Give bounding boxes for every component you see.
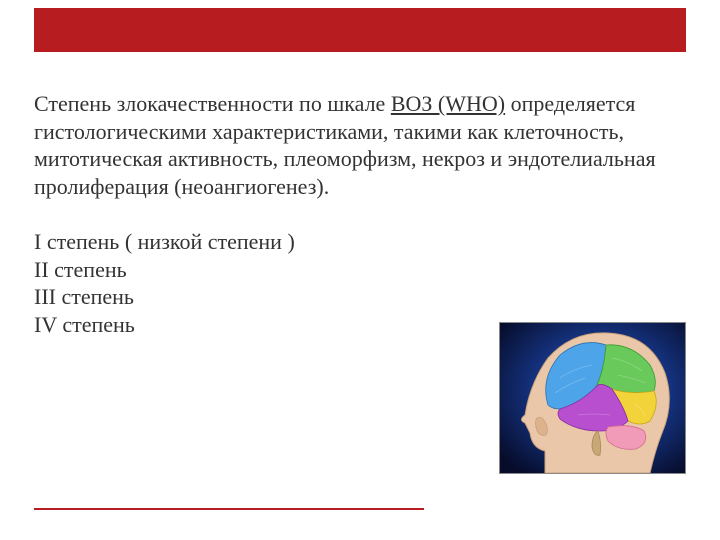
paragraph-pre: Степень злокачественности по шкале (34, 91, 391, 116)
level-item: I степень ( низкой степени ) (34, 228, 686, 256)
level-item: III степень (34, 283, 686, 311)
content-block: Степень злокачественности по шкале ВОЗ (… (34, 90, 686, 338)
slide: Степень злокачественности по шкале ВОЗ (… (0, 0, 720, 540)
paragraph-underlined: ВОЗ (WHO) (391, 91, 505, 116)
brain-illustration-icon (500, 323, 685, 473)
level-item: II степень (34, 256, 686, 284)
main-paragraph: Степень злокачественности по шкале ВОЗ (… (34, 90, 686, 200)
title-bar (34, 8, 686, 52)
brain-image (499, 322, 686, 474)
bottom-rule (34, 508, 424, 510)
